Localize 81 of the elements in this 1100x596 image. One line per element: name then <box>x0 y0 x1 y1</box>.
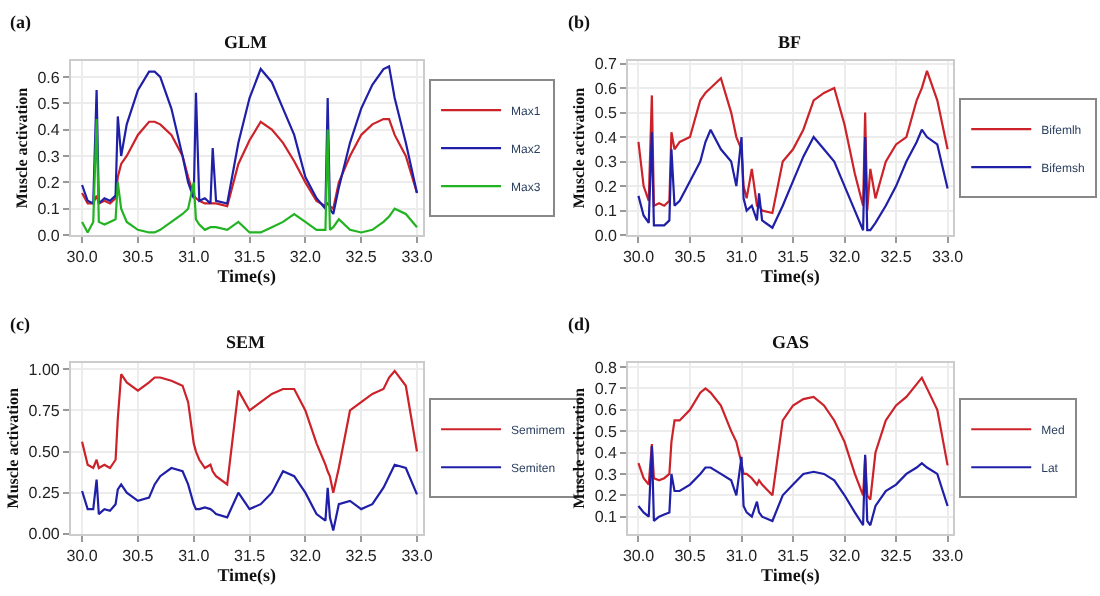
chart-title: SEM <box>226 332 267 352</box>
x-tick-label: 30.0 <box>66 547 99 565</box>
y-tick-label: 0.7 <box>594 55 619 74</box>
x-tick-label: 33.0 <box>932 547 965 565</box>
x-tick-label: 33.0 <box>401 547 434 565</box>
x-tick-label: 30.5 <box>674 248 707 267</box>
line-series <box>80 369 419 494</box>
line-series <box>637 376 949 501</box>
x-tick-label: 30.0 <box>622 547 656 565</box>
y-tick-label: 0.0 <box>594 226 619 245</box>
x-tick-label: 31.5 <box>777 547 810 565</box>
y-tick-label: 1.00 <box>28 360 61 379</box>
line-series <box>637 69 949 215</box>
x-tick-label: 30.0 <box>66 248 99 267</box>
y-tick-label: 0.4 <box>37 121 61 140</box>
x-tick-label: 33.0 <box>401 248 434 267</box>
line-series <box>80 65 419 216</box>
chart-title: GAS <box>772 332 810 352</box>
chart-title: BF <box>778 32 803 52</box>
x-tick-label: 32.0 <box>289 547 323 565</box>
y-axis-title: Muscle activation <box>12 86 31 209</box>
y-tick-label: 0.0 <box>37 226 61 245</box>
y-tick-label: 0.5 <box>37 94 61 113</box>
x-tick-label: 32.5 <box>880 248 913 267</box>
x-tick-label: 31.5 <box>233 547 267 565</box>
x-tick-label: 33.0 <box>932 248 965 267</box>
x-tick-label: 32.0 <box>289 248 323 267</box>
x-tick-label: 32.5 <box>880 547 913 565</box>
y-tick-label: 0.1 <box>594 202 619 221</box>
x-tick-label: 30.0 <box>622 248 656 267</box>
x-tick-label: 31.5 <box>777 248 810 267</box>
line-series <box>637 445 949 527</box>
x-tick-label: 31.0 <box>725 248 759 267</box>
y-tick-label: 0.25 <box>28 484 61 503</box>
y-tick-label: 0.5 <box>594 422 619 441</box>
y-tick-label: 0.2 <box>594 177 619 196</box>
text: (a) <box>10 12 31 32</box>
y-tick-label: 0.4 <box>594 128 619 147</box>
x-axis-title: Time(s) <box>761 266 820 287</box>
y-tick-label: 0.6 <box>594 79 619 98</box>
x-tick-label: 31.0 <box>178 547 211 565</box>
y-tick-label: 0.2 <box>594 486 619 505</box>
line-series <box>80 118 419 210</box>
y-tick-label: 0.3 <box>594 153 619 172</box>
y-axis-title: Muscle activation <box>570 386 589 509</box>
y-tick-label: 0.00 <box>28 525 61 544</box>
y-tick-label: 0.2 <box>37 173 61 192</box>
y-tick-label: 0.50 <box>28 443 61 462</box>
y-tick-label: 0.3 <box>37 147 61 166</box>
y-tick-label: 0.6 <box>37 68 61 87</box>
y-tick-label: 0.7 <box>594 379 619 398</box>
y-tick-label: 0.8 <box>594 358 619 377</box>
x-tick-label: 30.5 <box>122 547 155 565</box>
x-axis-title: Time(s) <box>217 565 277 585</box>
text: (b) <box>568 12 590 32</box>
x-axis-title: Time(s) <box>761 565 820 585</box>
x-tick-label: 31.0 <box>725 547 759 565</box>
x-tick-label: 30.5 <box>122 248 155 267</box>
line-series <box>80 463 419 532</box>
line-series <box>637 128 949 232</box>
y-axis-title: Muscle activation <box>3 386 22 509</box>
x-tick-label: 31.0 <box>178 248 211 267</box>
text: (c) <box>10 314 30 334</box>
y-tick-label: 0.4 <box>594 444 619 463</box>
y-tick-label: 0.6 <box>594 401 619 420</box>
y-axis-title: Muscle activation <box>570 86 589 209</box>
y-tick-label: 0.75 <box>28 402 61 421</box>
text: (d) <box>568 314 590 334</box>
x-tick-label: 32.5 <box>345 248 378 267</box>
x-tick-label: 30.5 <box>674 547 707 565</box>
y-tick-label: 0.5 <box>594 104 619 123</box>
x-tick-label: 31.5 <box>233 248 267 267</box>
y-tick-label: 0.1 <box>594 508 619 527</box>
chart-title: GLM <box>224 32 269 52</box>
x-tick-label: 32.5 <box>345 547 378 565</box>
y-tick-label: 0.1 <box>37 200 61 219</box>
x-tick-label: 32.0 <box>828 248 862 267</box>
x-tick-label: 32.0 <box>828 547 862 565</box>
x-axis-title: Time(s) <box>217 266 277 287</box>
line-series <box>80 118 419 234</box>
y-tick-label: 0.3 <box>594 465 619 484</box>
